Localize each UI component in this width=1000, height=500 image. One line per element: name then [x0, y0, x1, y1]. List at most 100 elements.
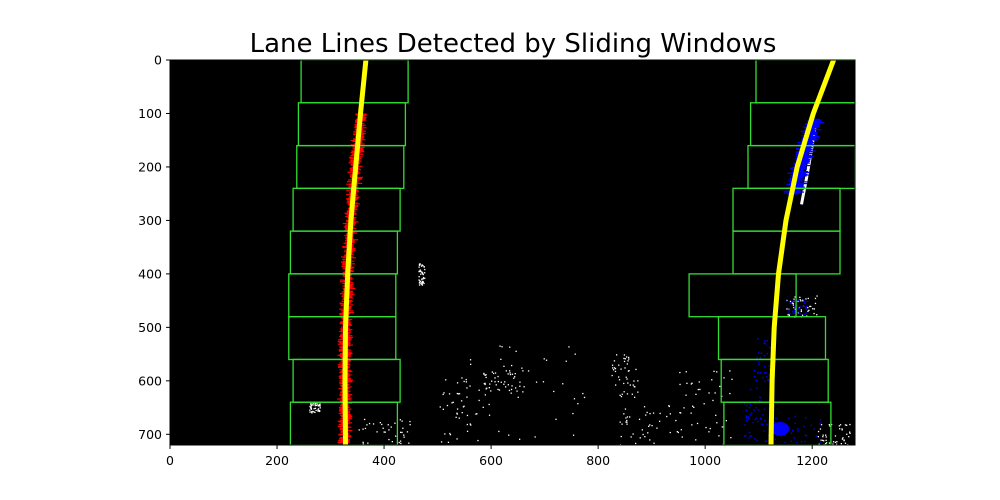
noise-pixel [836, 441, 838, 443]
noise-pixel [786, 299, 788, 302]
noise-pixel [491, 371, 493, 373]
noise-pixel [807, 306, 809, 309]
noise-pixel [820, 424, 823, 426]
right-lane-pixel [760, 418, 763, 420]
noise-pixel [501, 346, 503, 348]
noise-pixel [623, 357, 625, 360]
right-lane-pixel [803, 313, 806, 315]
noise-pixel [466, 414, 469, 417]
right-lane-pixel [764, 380, 766, 383]
right-lane-pixel [802, 298, 804, 301]
right-lane-pixel [790, 440, 792, 442]
noise-pixel [545, 359, 548, 361]
noise-pixel [513, 377, 515, 379]
right-lane-pixel [769, 346, 771, 349]
right-lane-pixel [745, 419, 747, 422]
right-lane-pixel [805, 129, 822, 131]
noise-pixel [466, 430, 469, 432]
noise-pixel [848, 436, 850, 438]
right-lane-pixel [804, 300, 806, 303]
noise-pixel [509, 372, 511, 374]
noise-pixel [692, 405, 694, 407]
right-lane-pixel [765, 440, 768, 442]
noise-pixel [729, 370, 731, 372]
right-lane-pixel [764, 372, 766, 374]
noise-pixel [314, 411, 316, 414]
noise-pixel [309, 405, 311, 408]
noise-pixel [723, 377, 725, 379]
noise-pixel [835, 443, 838, 445]
noise-pixel [408, 442, 410, 444]
noise-pixel [635, 368, 637, 371]
noise-pixel [372, 423, 375, 425]
right-lane-pixel [775, 417, 777, 420]
noise-pixel [315, 403, 317, 405]
noise-pixel [478, 389, 480, 391]
noise-pixel [698, 381, 700, 383]
noise-pixel [829, 425, 831, 427]
right-lane-pixel [754, 418, 756, 421]
right-lane-pixel [763, 408, 766, 410]
noise-pixel [418, 264, 421, 266]
noise-pixel [465, 381, 467, 383]
noise-pixel [849, 432, 851, 434]
right-lane-pixel [794, 165, 812, 167]
noise-pixel [626, 421, 628, 423]
right-lane-pixel [795, 165, 806, 168]
noise-pixel [832, 443, 834, 445]
right-lane-pixel [787, 312, 790, 314]
noise-pixel [716, 371, 718, 373]
noise-pixel [685, 394, 687, 396]
noise-pixel [466, 423, 468, 426]
noise-pixel [535, 381, 538, 383]
noise-pixel [470, 424, 472, 426]
noise-pixel [465, 378, 467, 381]
noise-pixel [791, 302, 793, 304]
right-lane-pixel [749, 403, 752, 405]
y-tick-label: 700 [138, 427, 162, 442]
right-lane-pixel [789, 191, 804, 193]
noise-pixel [615, 384, 617, 386]
right-lane-pixel [810, 125, 820, 127]
noise-pixel [649, 413, 651, 415]
noise-pixel [814, 302, 817, 305]
noise-pixel [317, 408, 320, 410]
right-lane-pixel [804, 441, 806, 443]
noise-pixel [828, 442, 831, 444]
noise-pixel [718, 435, 720, 437]
noise-pixel [317, 409, 319, 411]
noise-pixel [806, 315, 808, 317]
noise-pixel [562, 383, 564, 385]
noise-pixel [626, 419, 628, 422]
right-lane-pixel [756, 387, 758, 389]
noise-pixel [388, 429, 390, 431]
right-lane-pixel [790, 181, 809, 183]
noise-pixel [634, 396, 636, 398]
right-lane-pixel [763, 430, 765, 432]
noise-pixel [568, 346, 570, 348]
noise-pixel [364, 418, 366, 421]
y-tick-label: 200 [138, 159, 162, 174]
noise-pixel [820, 439, 822, 441]
noise-pixel [822, 436, 824, 438]
right-lane-pixel [769, 374, 771, 376]
right-lane-pixel [756, 439, 758, 441]
noise-pixel [690, 412, 692, 414]
noise-pixel [508, 434, 510, 436]
noise-pixel [310, 404, 312, 406]
right-lane-pixel [795, 155, 814, 157]
noise-pixel [625, 417, 627, 419]
right-lane-pixel [802, 143, 815, 145]
noise-pixel [794, 308, 796, 310]
noise-pixel [656, 427, 658, 429]
noise-pixel [519, 438, 521, 440]
noise-pixel [822, 439, 824, 441]
noise-pixel [628, 356, 630, 359]
noise-pixel [367, 442, 369, 444]
noise-pixel [470, 363, 472, 365]
noise-pixel [626, 363, 628, 365]
noise-pixel [828, 424, 830, 426]
noise-pixel [805, 298, 807, 300]
right-lane-pixel [744, 403, 746, 405]
noise-pixel [841, 429, 843, 431]
